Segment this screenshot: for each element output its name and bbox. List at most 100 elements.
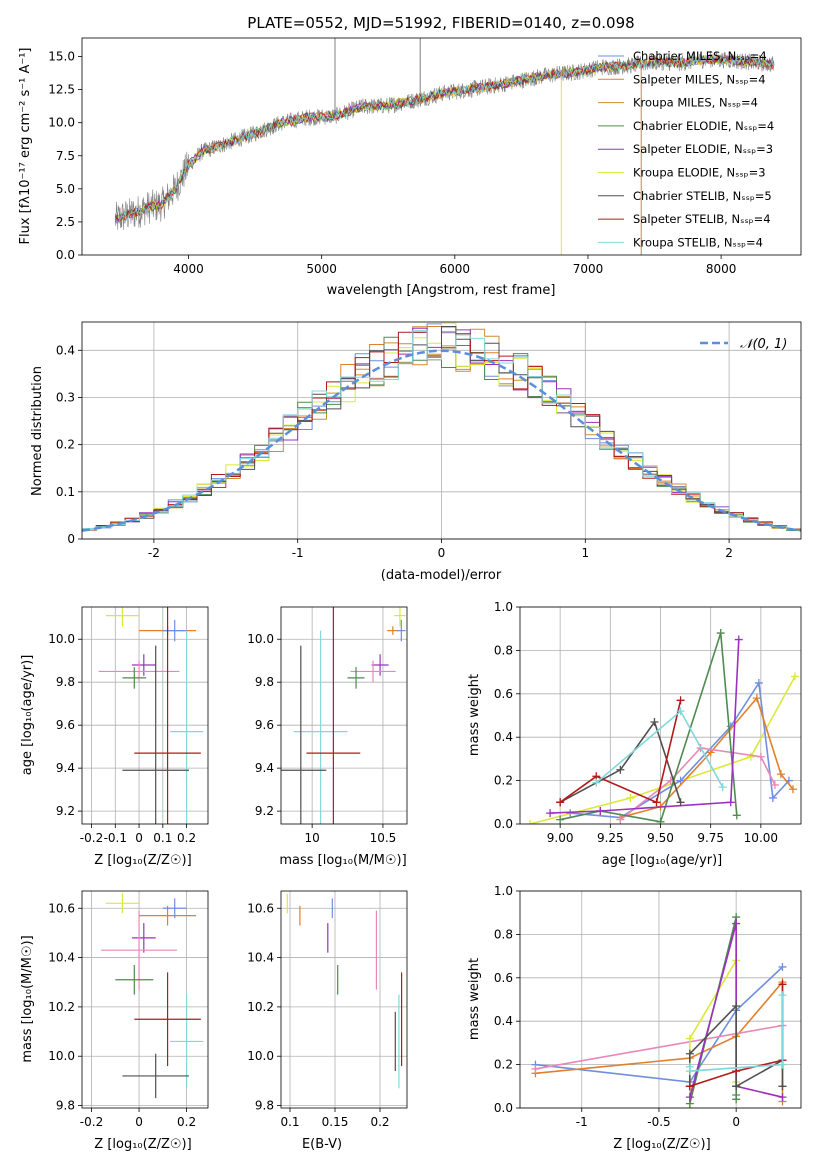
weight-vs-metallicity-marker-salpeter_elodie: [778, 1093, 787, 1102]
weight-vs-age-marker-kroupa_elodie: [526, 820, 535, 824]
residuals-ytick-label: 0.2: [56, 438, 75, 452]
mass-vs-metallicity-xtick-label: -0.2: [80, 1115, 103, 1129]
weight-vs-age-marker-salpeter_miles: [776, 770, 785, 779]
age-vs-metallicity-xlabel: Z [log₁₀(Z/Z☉)]: [94, 853, 191, 868]
mass-vs-metallicity-panel: -0.2 0 0.2 9.8 10.0 10.2 10.4 10.6 Z [log₁₀(Z/Z…: [20, 890, 209, 1152]
weight-vs-age-ytick-label: 0.6: [494, 687, 513, 701]
weight-vs-metallicity-marker-kroupa_stelib: [778, 991, 787, 1000]
weight-vs-age-line-kroupa_elodie: [529, 676, 796, 824]
weight-vs-age-ylabel: mass weight: [467, 674, 482, 756]
weight-vs-age-frame: [519, 606, 802, 825]
spectrum-frame: [81, 37, 802, 256]
mass-vs-metallicity-xlabel: Z [log₁₀(Z/Z☉)]: [94, 1137, 191, 1152]
mass-vs-metallicity-ytick-label: 10.4: [48, 951, 75, 965]
mass-vs-metallicity-xtick-label: 0.2: [177, 1115, 196, 1129]
weight-vs-metallicity-ytick-label: 0.4: [494, 1014, 513, 1028]
residuals-legend-label: 𝒩(0, 1): [740, 337, 787, 352]
weight-vs-age-marker-chabrier_miles: [754, 678, 763, 687]
age-vs-mass-ytick-label: 9.4: [255, 761, 274, 775]
weight-vs-age-marker-chabrier_stelib: [676, 798, 685, 807]
weight-vs-age-marker-salpeter_elodie: [596, 806, 605, 815]
spectrum-ytick-label: 12.5: [48, 83, 75, 97]
age-vs-mass-ytick-label: 9.8: [255, 675, 274, 689]
weight-vs-age-line-salpeter_elodie: [550, 639, 740, 814]
residuals-ytick-label: 0.3: [56, 390, 75, 404]
age-vs-mass-ytick-label: 9.2: [255, 804, 274, 818]
spectrum-model-kroupa_stelib: [115, 54, 774, 224]
weight-vs-age-marker-pink: [770, 780, 779, 789]
weight-vs-age-series: [526, 629, 799, 824]
spectrum-ytick-label: 5.0: [56, 182, 75, 196]
weight-vs-metallicity-line-pink: [535, 1024, 783, 1070]
residuals-histogram-chabrier_stelib: [82, 326, 801, 531]
age-vs-metallicity-frame: [81, 606, 209, 825]
spectrum-ytick-label: 10.0: [48, 116, 75, 130]
mass-vs-ebv-plot-area: 0.1 0.15 0.2 9.8 10.0 10.2 10.4 10.6: [247, 890, 408, 1129]
weight-vs-metallicity-xtick-label: -0.5: [647, 1115, 670, 1129]
age-vs-mass-xtick-label: 10.5: [370, 831, 397, 845]
weight-vs-metallicity-marker-chabrier_miles: [778, 962, 787, 971]
weight-vs-metallicity-marker-chabrier_stelib: [732, 1002, 741, 1011]
residuals-xtick-label: -1: [292, 546, 304, 560]
weight-vs-metallicity-ytick-label: 0.8: [494, 927, 513, 941]
weight-vs-age-marker-kroupa_stelib: [676, 707, 685, 716]
age-vs-mass-series: [281, 607, 406, 824]
age-vs-mass-frame: [280, 606, 408, 825]
residuals-xtick-label: 2: [725, 546, 733, 560]
weight-vs-metallicity-series: [531, 913, 787, 1108]
mass-vs-ebv-panel: 0.1 0.15 0.2 9.8 10.0 10.2 10.4 10.6 E(B-V): [247, 890, 408, 1152]
weight-vs-age-marker-salpeter_elodie: [546, 809, 555, 818]
weight-vs-age-xlabel: age [log₁₀(age/yr)]: [602, 853, 723, 868]
weight-vs-metallicity-marker-kroupa_stelib: [778, 1060, 787, 1069]
spectrum-xtick-label: 5000: [306, 262, 337, 276]
residuals-panel: -2 -1 0 1 200.10.20.30.4 (data-model)/error …: [30, 321, 802, 583]
age-vs-mass-xlabel: mass [log₁₀(M/M☉)]: [279, 853, 406, 868]
spectrum-title: PLATE=0552, MJD=51992, FIBERID=0140, z=0…: [247, 14, 634, 32]
residuals-legend: 𝒩(0, 1): [700, 337, 787, 352]
spectrum-legend-label: Chabrier MILES, Nₛₛₚ=4: [633, 49, 767, 63]
mass-vs-metallicity-ytick-label: 10.0: [48, 1049, 75, 1063]
spectrum-legend-label: Salpeter ELODIE, Nₛₛₚ=3: [633, 142, 773, 156]
weight-vs-metallicity-ytick-label: 0.0: [494, 1101, 513, 1115]
weight-vs-age-ytick-label: 0.8: [494, 643, 513, 657]
mass-vs-metallicity-plot-area: -0.2 0 0.2 9.8 10.0 10.2 10.4 10.6: [48, 890, 209, 1129]
weight-vs-age-marker-kroupa_stelib: [718, 783, 727, 792]
mass-vs-ebv-grid: [281, 891, 407, 1108]
age-vs-metallicity-series: [98, 607, 204, 824]
spectrum-panel: PLATE=0552, MJD=51992, FIBERID=0140, z=0…: [18, 14, 802, 298]
weight-vs-age-marker-chabrier_elodie: [556, 815, 565, 824]
mass-vs-metallicity-ylabel: mass [log₁₀(M/M☉)]: [20, 935, 35, 1062]
weight-vs-metallicity-line-chabrier_miles: [535, 966, 784, 1083]
spectrum-legend-label: Salpeter STELIB, Nₛₛₚ=4: [633, 212, 771, 226]
weight-vs-age-marker-salpeter_elodie: [734, 635, 743, 644]
weight-vs-metallicity-frame: [519, 890, 802, 1109]
residuals-gaussian-line: [82, 349, 801, 532]
weight-vs-metallicity-marker-pink: [531, 1064, 540, 1073]
spectrum-plot-area: 4000 5000 6000 7000 8000 0.0 2.5 5.0 7.5 10.0 12.5…: [48, 37, 802, 276]
age-vs-metallicity-ytick-label: 9.6: [56, 718, 75, 732]
weight-vs-metallicity-plot-area: -1 -0.5 0 0.0 0.2 0.4 0.6 0.8 1.0: [494, 884, 802, 1129]
spectrum-xtick-label: 8000: [706, 262, 737, 276]
weight-vs-age-marker-kroupa_elodie: [746, 752, 755, 761]
mass-vs-ebv-frame: [280, 890, 408, 1109]
age-vs-mass-xtick-label: 10: [305, 831, 320, 845]
mass-vs-metallicity-ytick-label: 10.2: [48, 1000, 75, 1014]
weight-vs-age-ytick-label: 1.0: [494, 600, 513, 614]
age-vs-mass-ytick-label: 10.0: [247, 632, 274, 646]
weight-vs-age-ytick-label: 0.2: [494, 774, 513, 788]
spectrum-ytick-label: 15.0: [48, 50, 75, 64]
weight-vs-age-marker-salpeter_elodie: [726, 798, 735, 807]
weight-vs-age-line-chabrier_stelib: [559, 720, 682, 804]
weight-vs-age-xtick-label: 9.00: [547, 831, 574, 845]
weight-vs-age-panel: 9.00 9.25 9.50 9.75 10.000.00.20.40.60.81.0 …: [467, 600, 802, 868]
weight-vs-metallicity-ytick-label: 0.2: [494, 1058, 513, 1072]
age-vs-metallicity-ytick-label: 9.4: [56, 761, 75, 775]
age-vs-metallicity-xtick-label: 0: [135, 831, 143, 845]
residuals-ytick-label: 0: [67, 532, 75, 546]
mass-vs-metallicity-frame: [81, 890, 209, 1109]
spectrum-ytick-label: 0.0: [56, 248, 75, 262]
mass-vs-metallicity-xtick-label: 0: [135, 1115, 143, 1129]
age-vs-metallicity-ytick-label: 10.0: [48, 632, 75, 646]
spectrum-legend-label: Chabrier ELODIE, Nₛₛₚ=4: [633, 119, 774, 133]
age-vs-mass-grid: [281, 607, 407, 824]
